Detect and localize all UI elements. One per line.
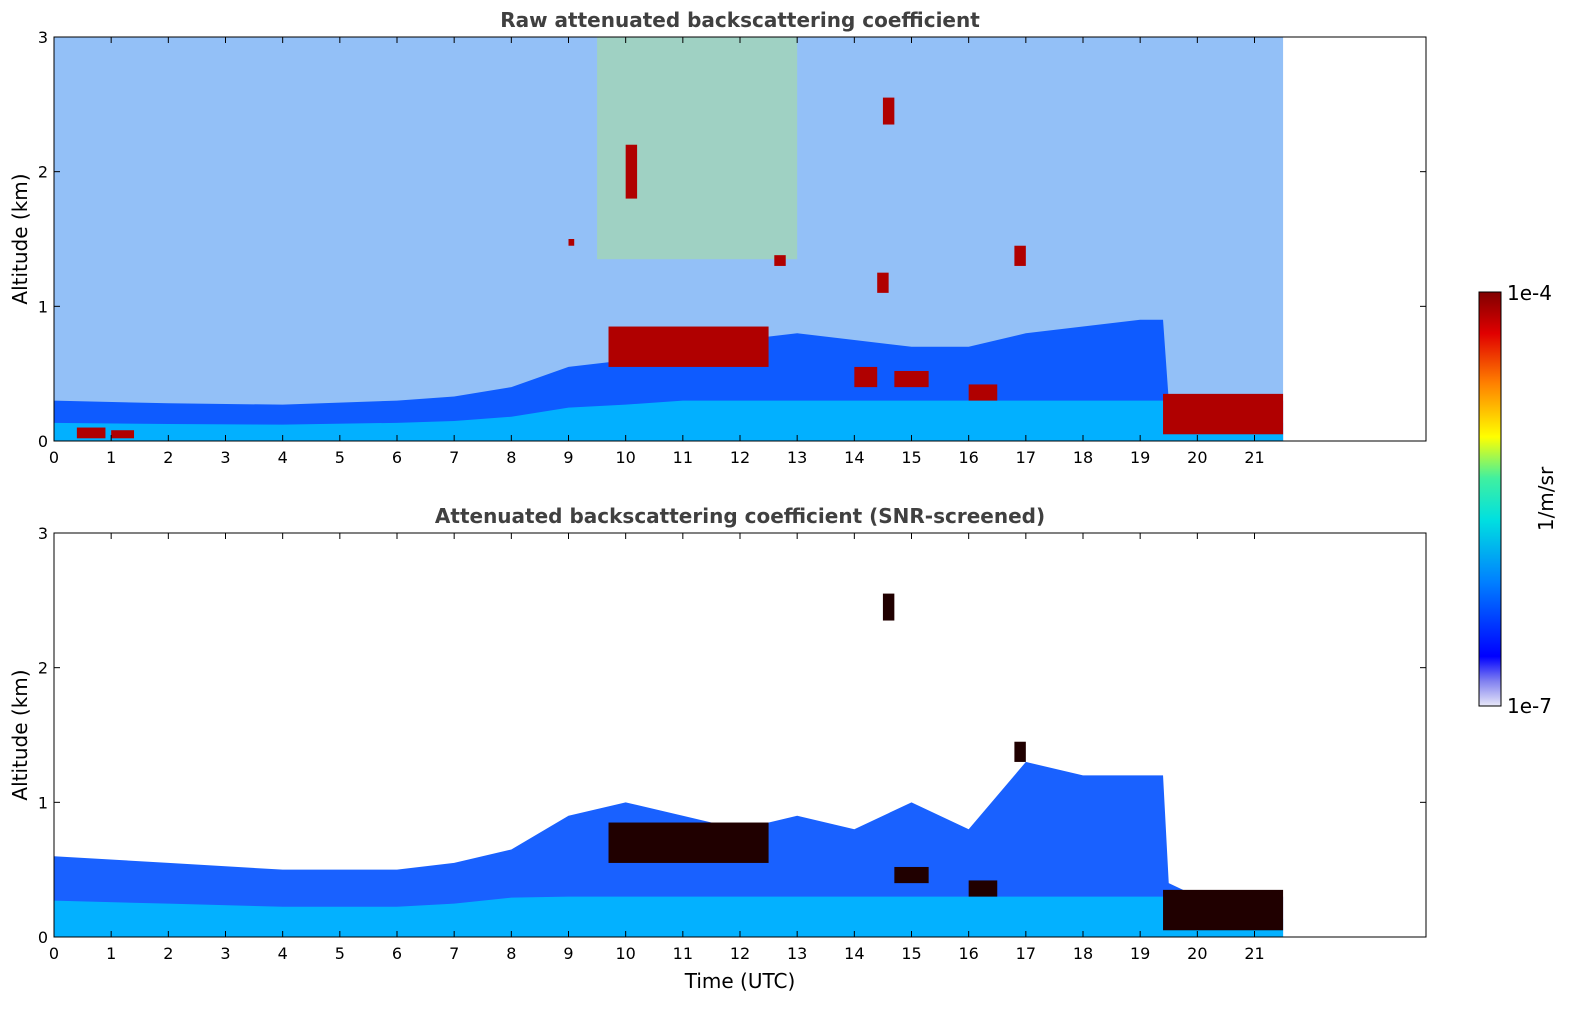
screened-y-ticks: 0 1 2 3 xyxy=(38,524,1426,947)
screened-chart-title: Attenuated backscattering coefficient (S… xyxy=(435,504,1045,528)
x-tick-label: 4 xyxy=(278,944,288,963)
x-tick-label: 0 xyxy=(49,448,59,467)
cloud-layer xyxy=(568,239,575,246)
x-tick-label: 3 xyxy=(220,448,230,467)
cloud-layer xyxy=(111,430,135,439)
y-tick-label: 1 xyxy=(38,793,48,812)
y-tick-label: 2 xyxy=(38,659,48,678)
x-tick-label: 12 xyxy=(730,448,750,467)
cloud-layer xyxy=(608,326,769,367)
cloud-layer xyxy=(1014,741,1026,762)
screened-backscatter-panel: Attenuated backscattering coefficient (S… xyxy=(8,504,1427,993)
x-tick-label: 21 xyxy=(1244,944,1264,963)
y-tick-label: 0 xyxy=(38,432,48,451)
x-tick-label: 5 xyxy=(335,944,345,963)
x-tick-label: 18 xyxy=(1073,448,1093,467)
surface-layer xyxy=(54,400,1284,441)
x-tick-label: 9 xyxy=(563,448,573,467)
x-tick-label: 13 xyxy=(787,448,807,467)
raw-y-ticks: 0 1 2 3 xyxy=(38,28,1426,451)
x-tick-label: 7 xyxy=(449,448,459,467)
cloud-layer xyxy=(968,384,998,401)
y-tick-label: 3 xyxy=(38,524,48,543)
x-tick-label: 18 xyxy=(1073,944,1093,963)
x-tick-label: 10 xyxy=(615,448,635,467)
colorbar-min-label: 1e-7 xyxy=(1507,694,1552,718)
x-tick-label: 5 xyxy=(335,448,345,467)
cloud-layer xyxy=(625,144,638,199)
x-tick-label: 19 xyxy=(1130,448,1150,467)
x-tick-label: 16 xyxy=(958,944,978,963)
cloud-layer xyxy=(877,272,889,293)
colorbar: 1e-4 1e-7 1/m/sr xyxy=(1478,281,1558,718)
raw-x-ticks: 0 1 2 3 4 5 6 7 8 9 10 11 12 13 14 15 16 17 18 19 20 21 xyxy=(49,37,1265,467)
cloud-layer xyxy=(854,366,878,388)
colorbar-max-label: 1e-4 xyxy=(1507,281,1552,305)
raw-backscatter-panel: Raw attenuated backscattering coefficien… xyxy=(8,8,1427,467)
screened-x-ticks: 0 1 2 3 4 5 6 7 8 9 10 11 12 13 14 15 16 17 18 19 20 21 xyxy=(49,533,1265,963)
x-tick-label: 14 xyxy=(844,448,864,467)
surface-layer xyxy=(54,896,1284,937)
cloud-layer xyxy=(968,880,998,897)
cloud-layer xyxy=(774,255,786,266)
x-tick-label: 17 xyxy=(1016,448,1036,467)
x-tick-label: 15 xyxy=(901,448,921,467)
colorbar-gradient xyxy=(1478,291,1502,707)
x-tick-label: 12 xyxy=(730,944,750,963)
x-tick-label: 14 xyxy=(844,944,864,963)
colorbar-unit-label: 1/m/sr xyxy=(1534,466,1558,531)
x-tick-label: 3 xyxy=(220,944,230,963)
x-tick-label: 1 xyxy=(106,448,116,467)
y-tick-label: 2 xyxy=(38,163,48,182)
cloud-layer xyxy=(1014,245,1026,266)
cloud-layer xyxy=(608,822,769,863)
x-tick-label: 11 xyxy=(673,448,693,467)
x-tick-label: 2 xyxy=(163,944,173,963)
x-tick-label: 17 xyxy=(1016,944,1036,963)
x-tick-label: 8 xyxy=(506,448,516,467)
x-tick-label: 20 xyxy=(1187,944,1207,963)
cloud-layer xyxy=(882,593,895,621)
x-tick-label: 10 xyxy=(615,944,635,963)
x-tick-label: 16 xyxy=(958,448,978,467)
raw-y-axis-label: Altitude (km) xyxy=(8,173,32,304)
cloud-layer xyxy=(882,97,895,125)
cloud-layer xyxy=(894,866,929,884)
raw-heatmap xyxy=(54,37,1284,441)
y-tick-label: 3 xyxy=(38,28,48,47)
x-tick-label: 1 xyxy=(106,944,116,963)
x-tick-label: 8 xyxy=(506,944,516,963)
y-tick-label: 1 xyxy=(38,297,48,316)
screened-y-axis-label: Altitude (km) xyxy=(8,669,32,800)
x-tick-label: 4 xyxy=(278,448,288,467)
cloud-layer xyxy=(76,427,106,439)
cloud-layer xyxy=(894,370,929,388)
x-tick-label: 21 xyxy=(1244,448,1264,467)
x-tick-label: 6 xyxy=(392,448,402,467)
cloud-layer xyxy=(1163,393,1284,435)
x-tick-label: 11 xyxy=(673,944,693,963)
x-axis-label: Time (UTC) xyxy=(684,969,796,993)
x-tick-label: 2 xyxy=(163,448,173,467)
x-tick-label: 7 xyxy=(449,944,459,963)
x-tick-label: 0 xyxy=(49,944,59,963)
y-tick-label: 0 xyxy=(38,928,48,947)
x-tick-label: 15 xyxy=(901,944,921,963)
x-tick-label: 9 xyxy=(563,944,573,963)
x-tick-label: 19 xyxy=(1130,944,1150,963)
screened-heatmap xyxy=(54,593,1284,937)
x-tick-label: 13 xyxy=(787,944,807,963)
x-tick-label: 6 xyxy=(392,944,402,963)
cloud-layer xyxy=(1163,889,1284,931)
raw-chart-title: Raw attenuated backscattering coefficien… xyxy=(500,8,980,32)
x-tick-label: 20 xyxy=(1187,448,1207,467)
